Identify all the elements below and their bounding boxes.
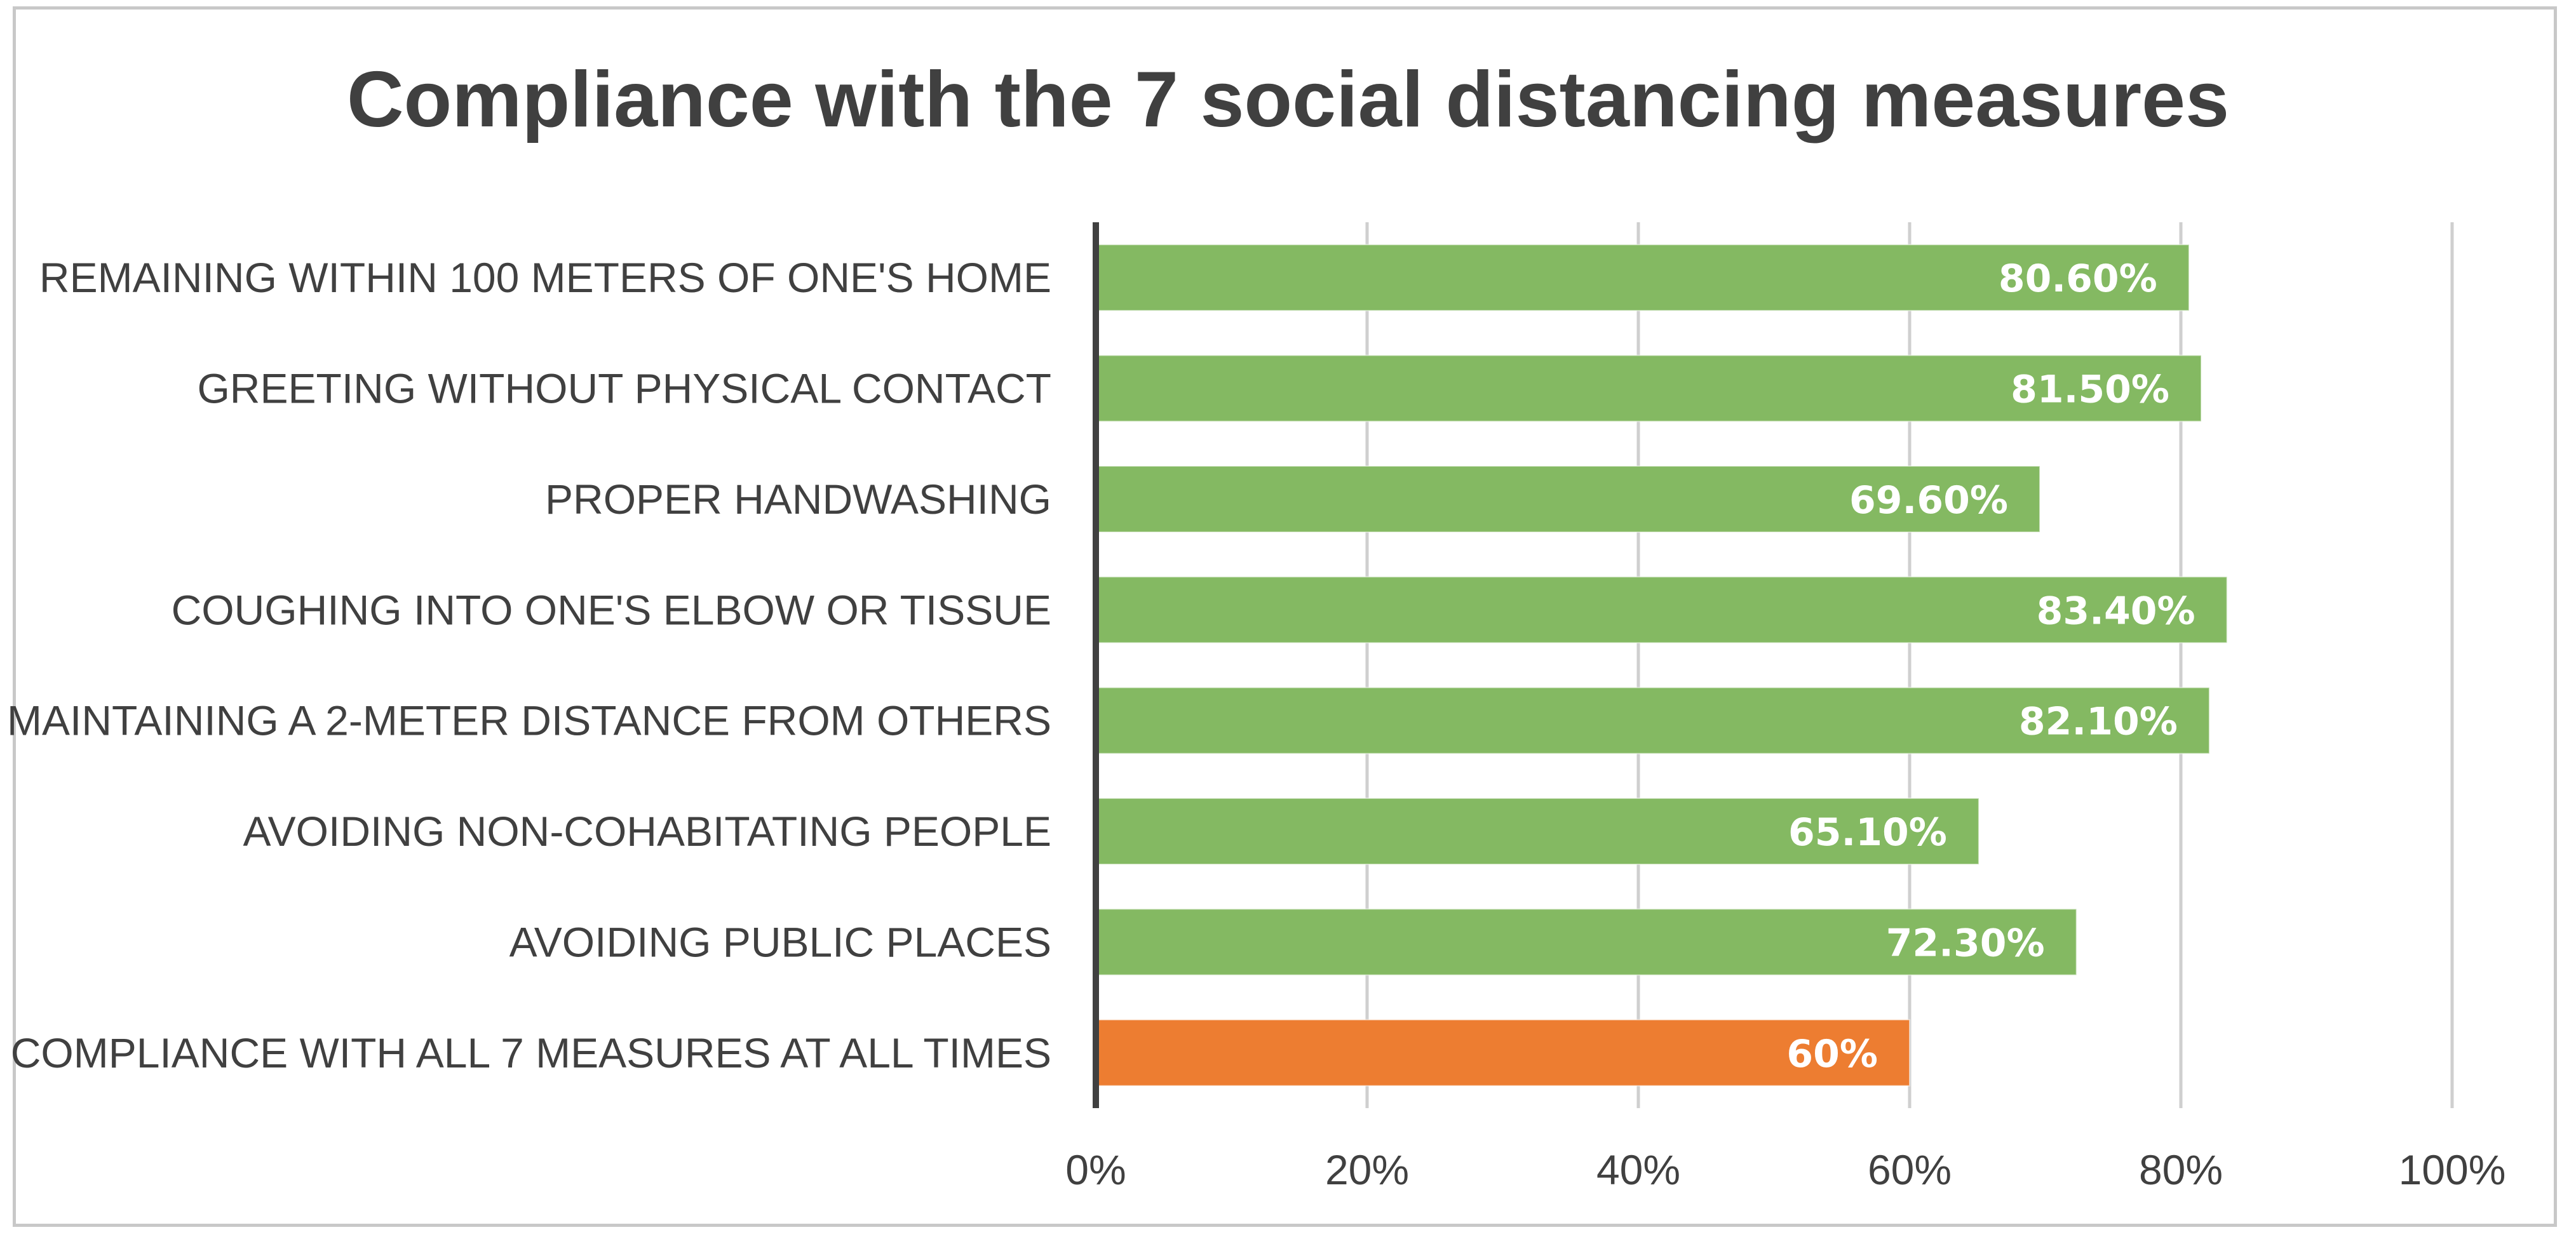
bar — [1095, 354, 2202, 422]
bar — [1095, 576, 2228, 644]
data-label: 72.30% — [1886, 921, 2045, 965]
category-label: REMAINING WITHIN 100 METERS OF ONE'S HOM… — [39, 254, 1051, 301]
category-label: MAINTAINING A 2-METER DISTANCE FROM OTHE… — [7, 697, 1051, 744]
bar — [1095, 244, 2190, 312]
x-tick-label: 40% — [1596, 1146, 1680, 1193]
bar — [1095, 798, 1979, 866]
bar — [1095, 465, 2040, 533]
category-label: PROPER HANDWASHING — [545, 476, 1051, 523]
data-label: 65.10% — [1788, 810, 1947, 855]
category-label: COUGHING INTO ONE'S ELBOW OR TISSUE — [172, 586, 1051, 633]
data-label: 69.60% — [1849, 478, 2008, 523]
chart-title: Compliance with the 7 social distancing … — [346, 56, 2230, 144]
x-tick-label: 20% — [1325, 1146, 1409, 1193]
category-label: GREETING WITHOUT PHYSICAL CONTACT — [197, 365, 1051, 412]
x-tick-label: 80% — [2139, 1146, 2223, 1193]
bar — [1095, 686, 2210, 754]
bar — [1095, 908, 2077, 976]
bar — [1095, 1019, 1910, 1087]
data-label: 80.60% — [1999, 257, 2157, 301]
data-label: 81.50% — [2011, 368, 2169, 412]
data-label: 83.40% — [2037, 589, 2195, 633]
x-tick-label: 60% — [1868, 1146, 1952, 1193]
category-label: COMPLIANCE WITH ALL 7 MEASURES AT ALL TI… — [11, 1029, 1051, 1076]
category-label: AVOIDING PUBLIC PLACES — [509, 918, 1051, 965]
data-label: 60% — [1786, 1032, 1878, 1076]
category-label: AVOIDING NON-COHABITATING PEOPLE — [243, 808, 1052, 855]
x-tick-label: 0% — [1065, 1146, 1126, 1193]
x-tick-label: 100% — [2399, 1146, 2506, 1193]
data-label: 82.10% — [2019, 700, 2178, 744]
